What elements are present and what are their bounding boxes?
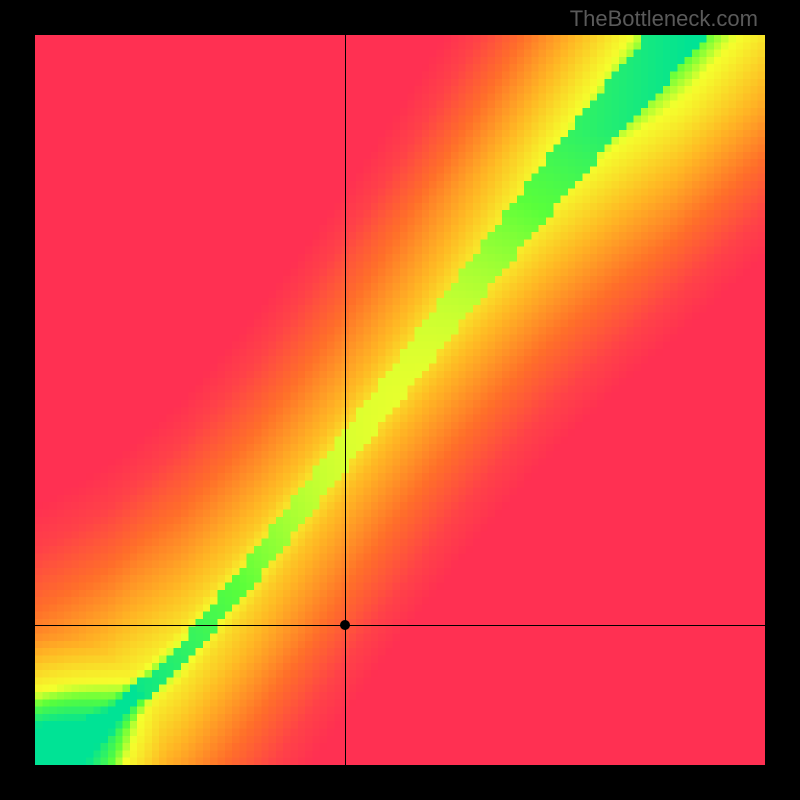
marker-dot <box>340 620 350 630</box>
watermark-text: TheBottleneck.com <box>570 6 758 32</box>
heatmap-plot <box>35 35 765 765</box>
heatmap-canvas <box>35 35 765 765</box>
crosshair-vertical <box>345 35 346 765</box>
crosshair-horizontal <box>35 625 765 626</box>
